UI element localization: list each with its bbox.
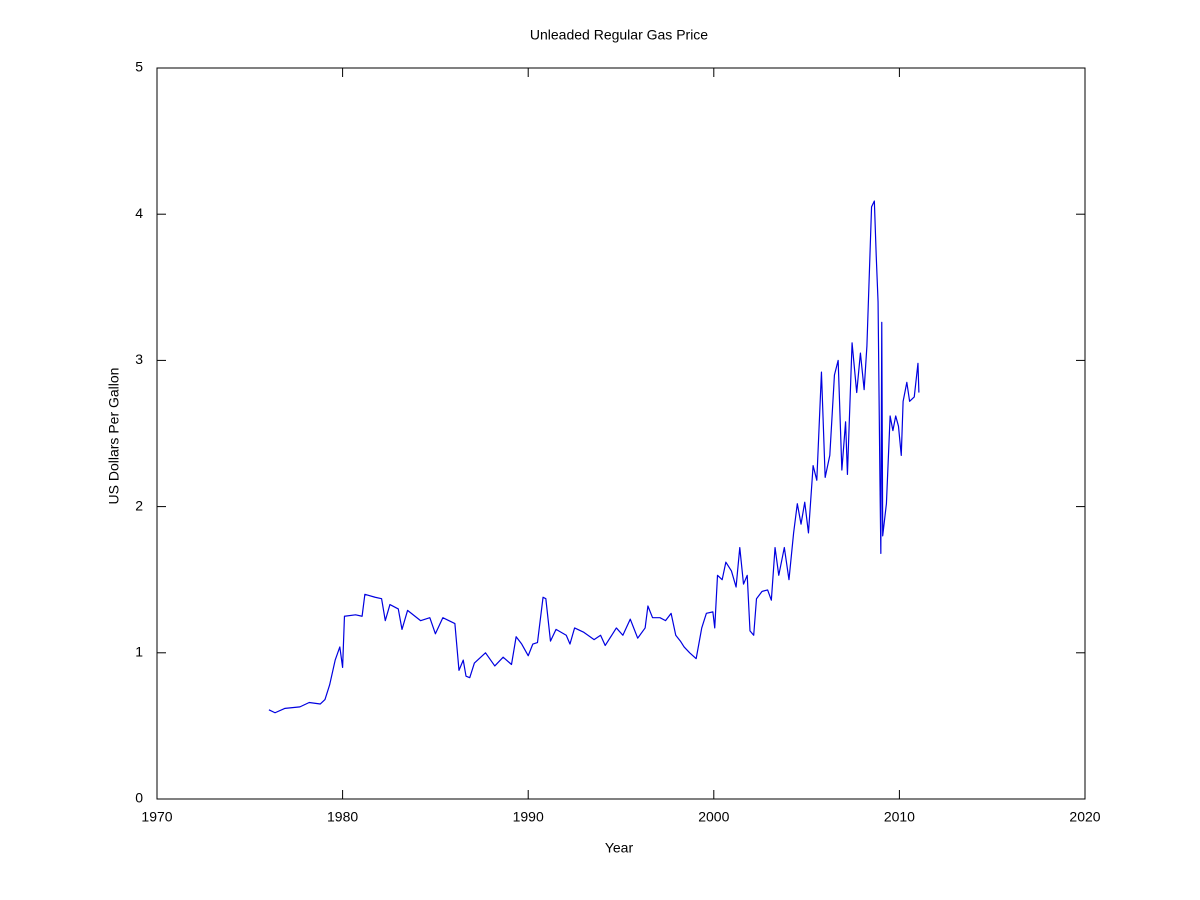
y-tick-label: 0	[135, 790, 143, 806]
x-tick-label: 1970	[141, 809, 172, 825]
price-line	[268, 200, 920, 714]
x-tick-label: 2000	[698, 809, 729, 825]
y-axis-label: US Dollars Per Gallon	[106, 368, 122, 505]
y-tick-label: 2	[135, 497, 143, 513]
y-tick-label: 4	[135, 205, 143, 221]
chart-title: Unleaded Regular Gas Price	[530, 27, 708, 43]
y-tick-label: 5	[135, 59, 143, 75]
x-tick-label: 2010	[884, 809, 915, 825]
y-tick-label: 1	[135, 644, 143, 660]
x-axis-label: Year	[605, 840, 634, 856]
x-tick-label: 2020	[1069, 809, 1100, 825]
y-tick-label: 3	[135, 351, 143, 367]
x-tick-label: 1990	[513, 809, 544, 825]
plot-frame	[156, 67, 1086, 800]
x-tick-label: 1980	[327, 809, 358, 825]
